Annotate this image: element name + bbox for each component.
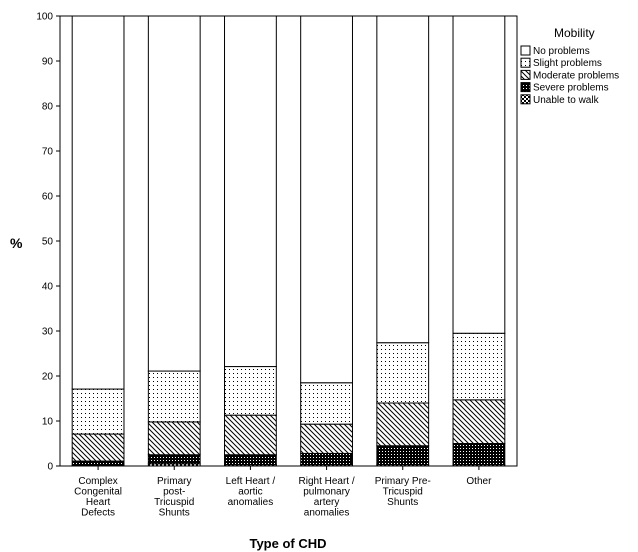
bar-segment-no-problems	[147, 15, 201, 372]
bar-segment-slight-problems	[147, 370, 201, 423]
category-label: Primary Pre-Tricuspid Shunts	[375, 476, 431, 508]
bar-segment-severe-problems	[147, 454, 201, 465]
bar-segment-no-problems	[452, 15, 506, 334]
category-label: Right Heart / pulmonary artery anomalies	[299, 476, 355, 519]
bar-segment-severe-problems	[452, 443, 506, 466]
y-tick-label: 100	[36, 12, 53, 23]
bar-segment-moderate-problems	[300, 423, 353, 454]
category-label: Left Heart / aortic anomalies	[226, 476, 276, 508]
bar-segment-moderate-problems	[376, 402, 430, 447]
y-tick-label: 70	[42, 147, 54, 158]
x-axis-category-labels: Complex Congenital Heart Defects Primary post…	[74, 466, 492, 519]
category-label: Other	[466, 476, 492, 487]
bar-segment-slight-problems	[452, 332, 506, 401]
y-tick-label: 90	[42, 57, 54, 68]
legend-entry-label: No problems	[533, 46, 590, 57]
bar-segment-slight-problems	[71, 388, 125, 435]
bar-segment-moderate-problems	[452, 399, 506, 445]
bar-segment-slight-problems	[376, 342, 430, 404]
bar-segment-moderate-problems	[147, 421, 201, 456]
bar-segment-slight-problems	[224, 366, 277, 416]
y-axis-title: %	[10, 235, 23, 251]
y-tick-label: 60	[42, 192, 54, 203]
y-tick-label: 30	[42, 327, 54, 338]
y-tick-label: 80	[42, 102, 54, 113]
legend-swatch	[520, 57, 531, 68]
bar-segment-slight-problems	[300, 382, 353, 425]
legend-swatch	[520, 45, 531, 56]
bar-segment-severe-problems	[224, 454, 277, 466]
plot-frame	[59, 15, 518, 467]
legend-swatch	[520, 82, 531, 93]
bar-segment-no-problems	[300, 15, 353, 384]
bar-segment-no-problems	[224, 15, 277, 368]
y-axis: 0 10 20 30 40 50 60 70 80 90 100	[36, 12, 60, 473]
y-tick-label: 50	[42, 237, 54, 248]
legend-swatch	[520, 69, 531, 80]
category-label: Complex Congenital Heart Defects	[74, 476, 122, 519]
y-tick-label: 20	[42, 372, 54, 383]
y-tick-label: 10	[42, 417, 54, 428]
legend-entry-label: Slight problems	[533, 58, 602, 69]
legend-entry-label: Moderate problems	[533, 70, 619, 81]
bar-segment-no-problems	[376, 15, 430, 344]
bar-segment-no-problems	[71, 15, 125, 390]
legend-title: Mobility	[554, 26, 595, 40]
legend-entry-label: Unable to walk	[533, 95, 600, 106]
legend-entry-label: Severe problems	[533, 83, 609, 94]
category-label: Primary post-Tricuspid Shunts	[154, 476, 194, 519]
bar-segment-severe-problems	[376, 445, 430, 466]
bars	[71, 15, 506, 467]
legend-swatch	[520, 94, 531, 105]
y-tick-label: 0	[47, 462, 53, 473]
x-axis-title: Type of CHD	[249, 536, 326, 551]
bar-segment-moderate-problems	[224, 414, 277, 456]
y-tick-label: 40	[42, 282, 54, 293]
bar-segment-severe-problems	[71, 460, 125, 466]
bar-segment-severe-problems	[300, 452, 353, 466]
bar-segment-moderate-problems	[71, 433, 125, 462]
